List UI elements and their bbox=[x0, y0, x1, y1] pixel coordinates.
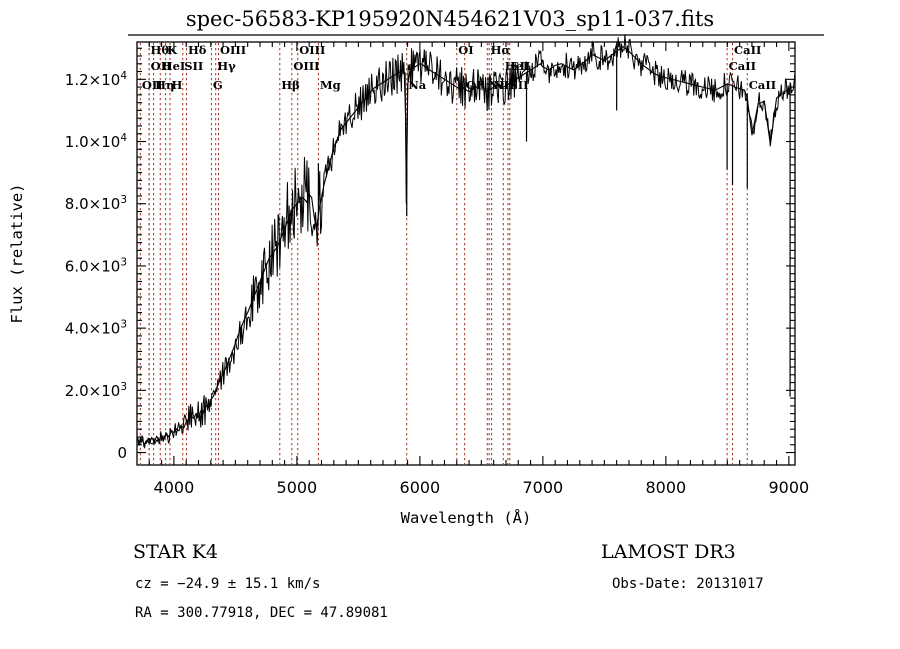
spectrum-noise-trace bbox=[136, 34, 796, 449]
spectral-line-label: Hη bbox=[155, 78, 174, 92]
x-axis-tick-label: 4000 bbox=[154, 478, 195, 497]
y-axis-tick-label: 6.0×103 bbox=[65, 256, 127, 275]
spectral-line-label: OII bbox=[151, 59, 172, 73]
spectral-line-label: H bbox=[171, 78, 182, 92]
spectral-line-label: HeI bbox=[162, 59, 186, 73]
spectral-line-label: Mg bbox=[320, 78, 341, 92]
y-axis-tick-label: 8.0×103 bbox=[65, 194, 127, 213]
spectral-line-label: Hγ bbox=[217, 59, 236, 73]
survey-label: LAMOST DR3 bbox=[601, 541, 736, 563]
plot-frame bbox=[136, 41, 796, 466]
x-axis-tick-label: 6000 bbox=[400, 478, 441, 497]
x-axis-tick-label: 5000 bbox=[277, 478, 318, 497]
spectral-line-label: Hθ bbox=[151, 43, 170, 57]
y-axis-tick-label: 2.0×103 bbox=[65, 381, 127, 400]
y-axis-label: Flux (relative) bbox=[8, 184, 26, 324]
spectrum-trace bbox=[136, 45, 791, 446]
obs-date-label: Obs-Date: 20131017 bbox=[612, 576, 764, 592]
spectral-line-label: CaII bbox=[749, 78, 776, 92]
spectral-line-label: OIII bbox=[299, 43, 325, 57]
spectral-line-label: OIII bbox=[293, 59, 319, 73]
y-axis-tick-label: 1.2×104 bbox=[65, 70, 128, 89]
y-axis-tick-label: 0 bbox=[117, 444, 127, 462]
spectral-line-label: Hδ bbox=[188, 43, 207, 57]
x-axis-label: Wavelength (Å) bbox=[401, 508, 532, 527]
x-axis-tick-label: 9000 bbox=[768, 478, 809, 497]
y-axis-tick-label: 1.0×104 bbox=[65, 132, 128, 151]
spectral-line-label: OI bbox=[458, 43, 473, 57]
spectral-line-label: Hβ bbox=[281, 78, 300, 92]
spectral-line-label: K bbox=[167, 43, 178, 57]
x-axis-tick-label: 8000 bbox=[646, 478, 687, 497]
coordinates-label: RA = 300.77918, DEC = 47.89081 bbox=[135, 605, 388, 621]
x-axis-tick-label: 7000 bbox=[523, 478, 564, 497]
spectral-line-label: SII bbox=[511, 59, 530, 73]
object-type-label: STAR K4 bbox=[133, 541, 218, 563]
spectral-line-label: OII bbox=[142, 78, 163, 92]
spectral-line-label: SII bbox=[184, 59, 203, 73]
spectral-line-label: CaII bbox=[734, 43, 761, 57]
spectral-line-label: OIII bbox=[220, 43, 246, 57]
y-axis-tick-label: 4.0×103 bbox=[65, 319, 127, 338]
page-title: spec-56583-KP195920N454621V03_sp11-037.f… bbox=[186, 7, 714, 31]
spectral-line-label: CaII bbox=[729, 59, 756, 73]
cz-label: cz = −24.9 ± 15.1 km/s bbox=[135, 576, 320, 592]
spectral-line-label: G bbox=[213, 78, 223, 92]
